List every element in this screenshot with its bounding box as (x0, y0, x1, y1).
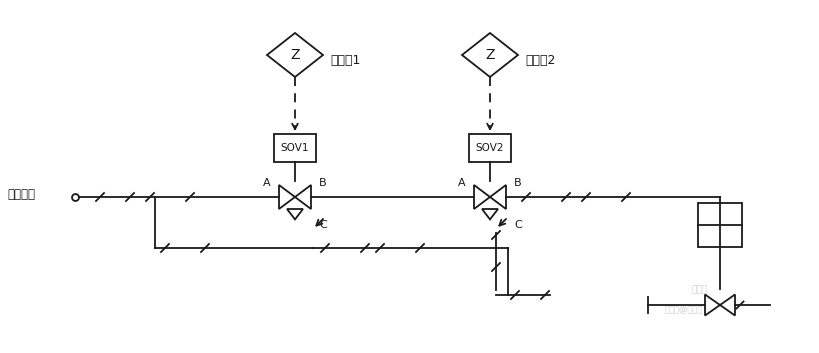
Text: Z: Z (290, 48, 300, 62)
Text: B: B (514, 178, 521, 188)
Text: 电磁阀1: 电磁阀1 (329, 54, 360, 66)
Text: 仪表圈: 仪表圈 (691, 286, 708, 294)
Bar (468, 134, 510, 162)
Bar (274, 134, 315, 162)
Text: C: C (514, 220, 521, 230)
Text: Z: Z (485, 48, 494, 62)
Text: SOV1: SOV1 (280, 143, 309, 153)
Bar (697, 203, 741, 247)
Text: SOV2: SOV2 (475, 143, 504, 153)
Text: A: A (458, 178, 465, 188)
Text: B: B (319, 178, 327, 188)
Text: C: C (319, 220, 327, 230)
Text: 仪表空气: 仪表空气 (7, 187, 35, 201)
Text: 搜狐号@仪表圈: 搜狐号@仪表圈 (664, 305, 703, 315)
Text: A: A (263, 178, 270, 188)
Text: 电磁阀2: 电磁阀2 (524, 54, 554, 66)
